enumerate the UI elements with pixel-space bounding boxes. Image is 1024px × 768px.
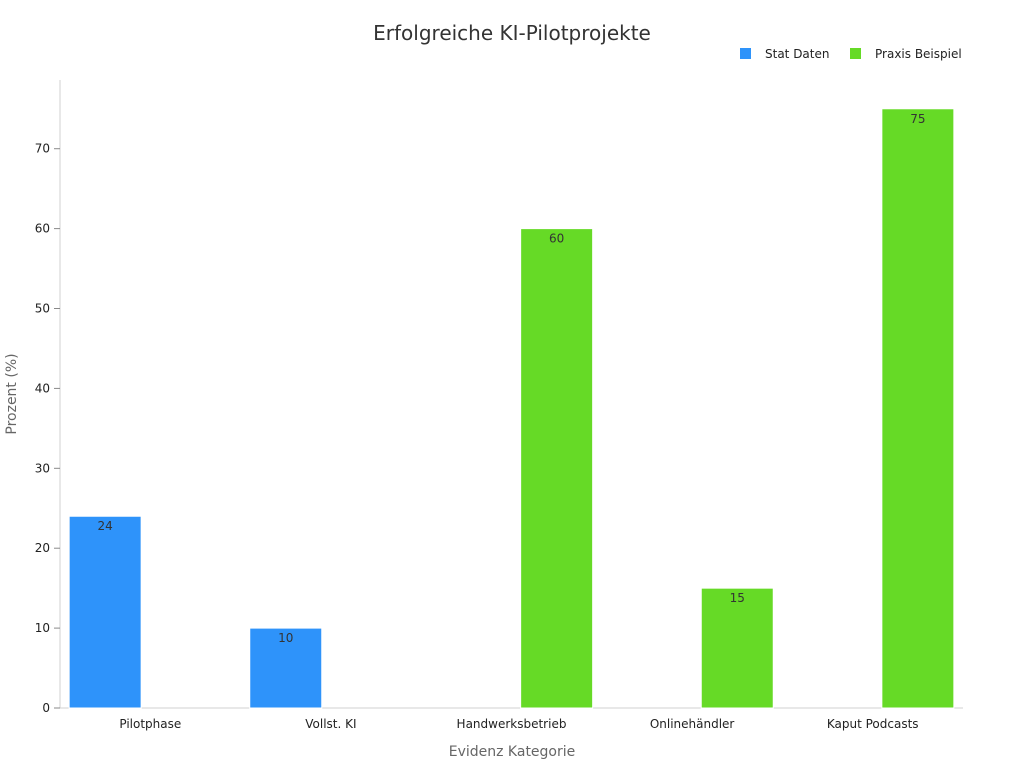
chart-title: Erfolgreiche KI-Pilotprojekte xyxy=(373,21,651,45)
legend-label[interactable]: Praxis Beispiel xyxy=(875,47,962,61)
bar[interactable] xyxy=(520,228,594,709)
bar[interactable] xyxy=(881,108,955,709)
bar[interactable] xyxy=(68,515,142,709)
data-label: 24 xyxy=(98,519,113,533)
data-label: 10 xyxy=(278,631,293,645)
data-label: 75 xyxy=(910,112,925,126)
legend-label[interactable]: Stat Daten xyxy=(765,47,829,61)
x-tick-label: Pilotphase xyxy=(119,717,181,731)
x-tick-label: Onlinehändler xyxy=(650,717,735,731)
y-axis-title: Prozent (%) xyxy=(4,353,20,434)
x-axis-title: Evidenz Kategorie xyxy=(449,744,576,760)
bar[interactable] xyxy=(249,627,323,709)
bar[interactable] xyxy=(700,587,774,709)
data-label: 15 xyxy=(730,591,745,605)
y-tick-label: 60 xyxy=(35,222,50,236)
x-tick-label: Vollst. KI xyxy=(305,717,356,731)
y-tick-label: 20 xyxy=(35,541,50,555)
y-tick-label: 10 xyxy=(35,621,50,635)
data-label: 60 xyxy=(549,232,564,246)
legend-swatch xyxy=(740,48,751,59)
y-tick-label: 70 xyxy=(35,142,50,156)
bars: 24 10 60 15 75 xyxy=(68,108,955,709)
legend-swatch xyxy=(850,48,861,59)
legend: Stat Daten Praxis Beispiel xyxy=(740,47,962,61)
y-tick-label: 40 xyxy=(35,381,50,395)
y-tick-label: 0 xyxy=(42,701,50,715)
y-tick-label: 50 xyxy=(35,302,50,316)
axes: 0 10 20 30 40 50 60 70 Pilotphase Vollst. KI Handw… xyxy=(35,80,963,731)
x-tick-label: Handwerksbetrieb xyxy=(457,717,567,731)
y-tick-label: 30 xyxy=(35,461,50,475)
x-tick-label: Kaput Podcasts xyxy=(827,717,919,731)
